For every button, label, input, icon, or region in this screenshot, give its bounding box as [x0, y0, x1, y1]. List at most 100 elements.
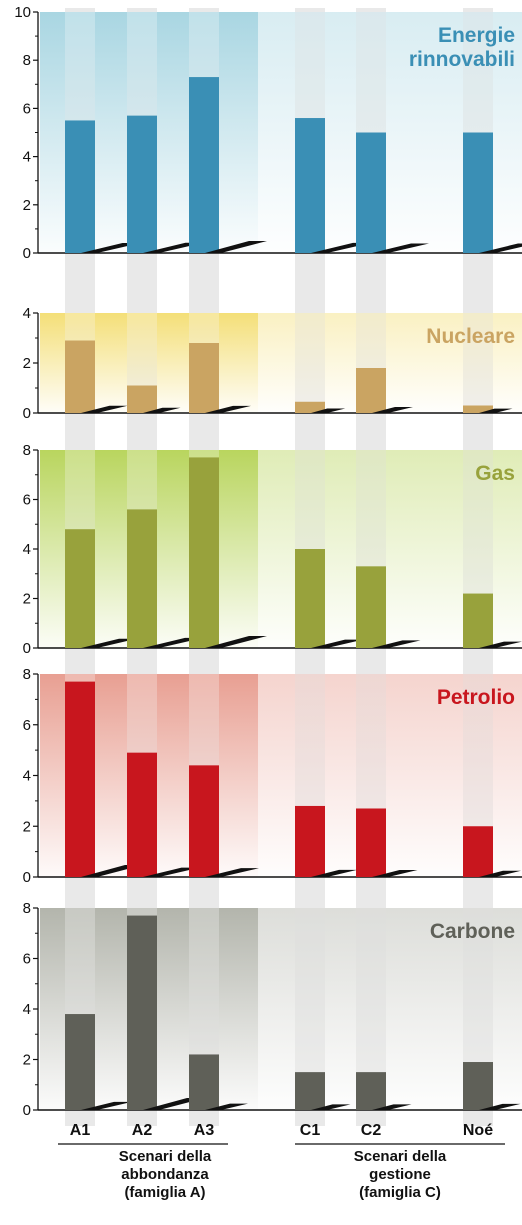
bar-C2 [356, 566, 386, 648]
bar-shadow-Noé [479, 641, 522, 648]
bar-shadow-A2 [143, 407, 181, 413]
category-label-A1: A1 [70, 1122, 91, 1139]
group-label-a: Scenari della abbondanza (famiglia A) [65, 1148, 265, 1202]
bar-shadow-A2 [143, 242, 204, 253]
bar-shadow-C1 [311, 1104, 351, 1110]
bar-shadow-A1 [81, 638, 137, 648]
bar-A1 [65, 1014, 95, 1110]
group-label-c-line-3: (famiglia C) [359, 1184, 441, 1201]
y-tick-label: 6 [23, 100, 31, 117]
bar-shadow-Noé [479, 408, 513, 413]
bar-A2 [127, 752, 157, 877]
category-label-C1: C1 [300, 1122, 321, 1139]
bar-C1 [295, 401, 325, 413]
bar-shadow-Noé [479, 870, 521, 877]
group-label-c-line-2: gestione [369, 1166, 431, 1183]
y-tick-label: 2 [23, 1052, 31, 1069]
y-tick-label: 10 [14, 4, 31, 21]
bar-C1 [295, 549, 325, 648]
bar-Noé [463, 1062, 493, 1110]
bar-A1 [65, 529, 95, 648]
panel-petrolio: 0 2 4 6 8 Petrolio [23, 666, 522, 886]
column-overlay [463, 313, 493, 413]
bar-shadow-C2 [372, 1104, 412, 1110]
bar-A2 [127, 115, 157, 253]
y-tick-label: 4 [23, 149, 31, 166]
y-tick-label: 8 [23, 442, 31, 459]
bar-Noé [463, 826, 493, 877]
bar-shadow-A3 [205, 241, 267, 253]
panel-title-petrolio: Petrolio [437, 686, 515, 709]
panel-title-rinnovabili: Energie [438, 24, 515, 47]
y-tick-label: 8 [23, 900, 31, 917]
bar-shadow-A1 [81, 242, 141, 253]
bar-shadow-A1 [81, 405, 128, 413]
bar-A1 [65, 681, 95, 877]
category-label-Noé: Noé [463, 1122, 493, 1139]
bar-shadow-C2 [372, 870, 418, 877]
y-tick-label: 6 [23, 492, 31, 509]
bar-shadow-C1 [311, 639, 363, 648]
bar-A2 [127, 385, 157, 413]
y-tick-label: 2 [23, 355, 31, 372]
bar-shadow-C2 [372, 407, 413, 413]
y-tick-label: 0 [23, 1102, 31, 1119]
y-tick-label: 4 [23, 305, 31, 322]
bar-shadow-C1 [311, 408, 346, 413]
bar-shadow-A3 [205, 868, 259, 877]
y-tick-label: 0 [23, 869, 31, 886]
bar-shadow-C1 [311, 869, 357, 877]
bar-Noé [463, 405, 493, 413]
bar-C1 [295, 118, 325, 253]
y-tick-label: 2 [23, 818, 31, 835]
bar-shadow-C2 [372, 640, 421, 648]
group-label-a-line-1: Scenari della [118, 1148, 212, 1165]
bar-A3 [189, 343, 219, 413]
panel-carbone: 0 2 4 6 8 Carbone [23, 900, 522, 1119]
bar-shadow-Noé [479, 243, 522, 253]
group-label-c: Scenari della gestione (famiglia C) [300, 1148, 500, 1202]
bar-A2 [127, 509, 157, 648]
y-tick-label: 8 [23, 666, 31, 683]
panel-nucleare: 0 2 4 Nucleare [23, 305, 522, 422]
bar-C2 [356, 368, 386, 413]
panel-title-gas: Gas [475, 462, 515, 485]
bar-A1 [65, 340, 95, 413]
y-tick-label: 6 [23, 951, 31, 968]
panel-title-nucleare: Nucleare [426, 325, 515, 348]
y-tick-label: 2 [23, 197, 31, 214]
group-label-a-line-2: abbondanza [121, 1166, 209, 1183]
y-tick-label: 0 [23, 245, 31, 262]
bar-A3 [189, 1054, 219, 1110]
bar-A3 [189, 77, 219, 253]
y-tick-label: 4 [23, 768, 31, 785]
y-tick-label: 6 [23, 717, 31, 734]
bar-shadow-A3 [205, 405, 251, 413]
bar-C2 [356, 808, 386, 877]
bar-shadow-A3 [205, 1103, 248, 1110]
bar-shadow-A2 [143, 637, 203, 648]
y-tick-label: 0 [23, 640, 31, 657]
panel-bg-family-c [258, 313, 522, 413]
bar-A1 [65, 120, 95, 253]
panel-title-carbone: Carbone [430, 920, 515, 943]
bar-C1 [295, 805, 325, 877]
bar-A3 [189, 765, 219, 877]
bar-C1 [295, 1072, 325, 1110]
y-tick-label: 4 [23, 541, 31, 558]
group-label-a-line-3: (famiglia A) [124, 1184, 206, 1201]
category-label-A3: A3 [194, 1122, 215, 1139]
panel-gas: 0 2 4 6 8 Gas [23, 442, 522, 657]
bar-shadow-Noé [479, 1103, 521, 1110]
group-label-c-line-1: Scenari della [353, 1148, 447, 1165]
bar-shadow-C2 [372, 243, 429, 253]
y-tick-label: 2 [23, 591, 31, 608]
bar-Noé [463, 132, 493, 253]
y-tick-label: 8 [23, 52, 31, 69]
category-label-A2: A2 [132, 1122, 153, 1139]
bar-shadow-A3 [205, 636, 267, 648]
bar-C2 [356, 1072, 386, 1110]
